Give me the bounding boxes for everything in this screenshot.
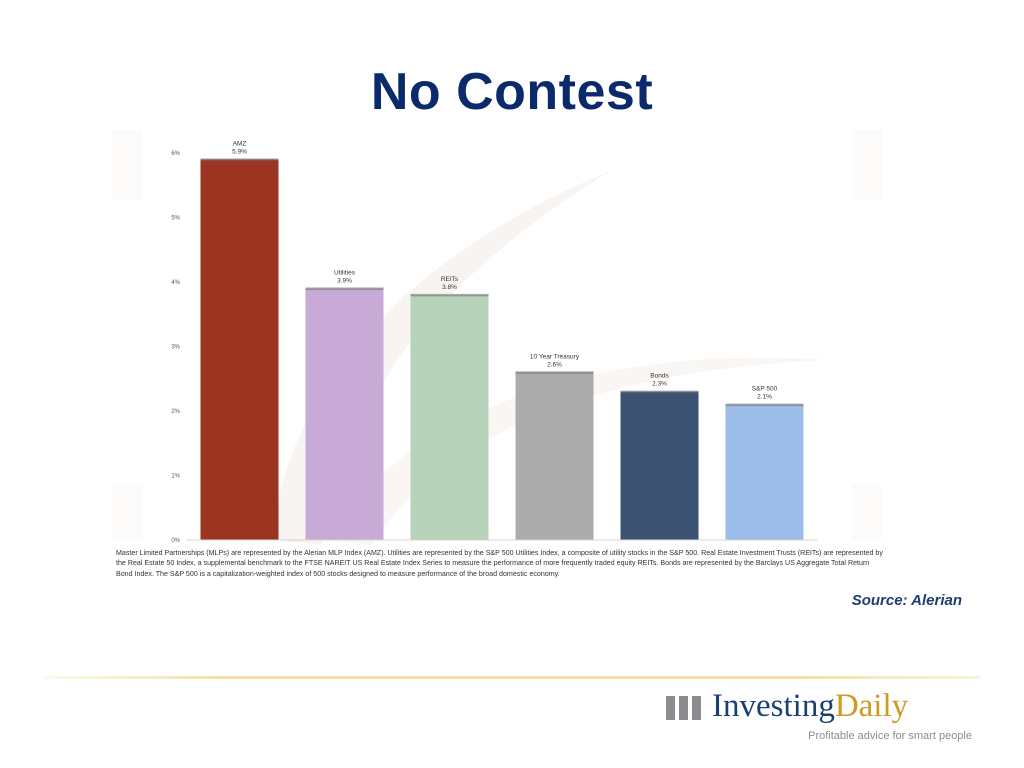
chart-footnote: Master Limited Partnerships (MLPs) are r… xyxy=(116,549,883,578)
logo-word-daily: Daily xyxy=(834,688,909,724)
logo-mark-icon xyxy=(666,696,706,720)
y-tick-label: 2% xyxy=(171,409,180,415)
bar-value-label: 2.1% xyxy=(757,394,772,401)
category-label: AMZ xyxy=(233,140,247,147)
bar-top-edge xyxy=(515,371,594,374)
bar xyxy=(515,372,594,540)
y-tick-label: 5% xyxy=(171,216,180,222)
y-tick-label: 3% xyxy=(171,345,180,351)
bar-value-label: 2.3% xyxy=(652,381,667,388)
category-label: S&P 500 xyxy=(752,386,778,393)
y-axis: 0% 1% 2% 3% 4% 5% 6% xyxy=(171,151,180,544)
bar-chart: 0% 1% 2% 3% 4% 5% 6% AMZ 5.9% Utilities 3.9% REITs… xyxy=(112,125,882,595)
slide-title: No Contest xyxy=(370,63,654,121)
y-tick-label: 0% xyxy=(171,538,180,544)
logo-word-investing: Investing xyxy=(712,688,835,724)
bar xyxy=(410,294,489,540)
bar-value-label: 2.6% xyxy=(547,361,562,368)
bar xyxy=(200,159,279,540)
bar-top-edge xyxy=(305,287,384,290)
y-tick-label: 1% xyxy=(171,474,180,480)
bar-top-edge xyxy=(200,158,279,161)
logo-wordmark: InvestingDaily xyxy=(712,688,908,725)
bar-value-label: 3.8% xyxy=(442,284,457,291)
bar-value-label: 3.9% xyxy=(337,277,352,284)
bar-top-edge xyxy=(725,403,804,407)
category-label: Bonds xyxy=(650,373,669,380)
source-note: Source: Alerian xyxy=(851,592,962,609)
bar-top-edge xyxy=(410,293,489,297)
category-label: 10 Year Treasury xyxy=(530,353,580,360)
y-tick-label: 4% xyxy=(171,280,180,286)
y-tick-label: 6% xyxy=(171,151,180,157)
bar xyxy=(620,391,699,540)
category-label: REITs xyxy=(441,276,459,283)
category-label: Utilities xyxy=(334,269,356,276)
bar-top-edge xyxy=(620,390,699,394)
footer-divider xyxy=(44,676,980,679)
bar xyxy=(725,404,804,540)
bar-value-label: 5.9% xyxy=(232,148,247,155)
investing-daily-logo: InvestingDaily xyxy=(666,688,986,728)
logo-tagline: Profitable advice for smart people xyxy=(808,730,972,742)
bar xyxy=(305,288,384,540)
